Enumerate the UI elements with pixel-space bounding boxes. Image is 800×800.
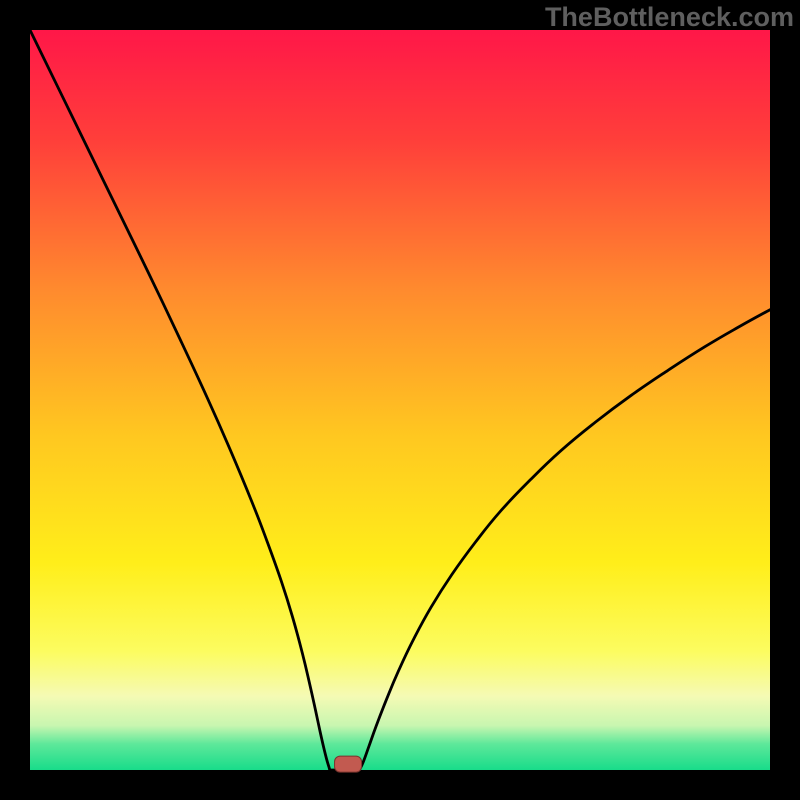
- plot-area: [30, 30, 770, 770]
- bottleneck-curve: [30, 30, 770, 770]
- chart-frame: TheBottleneck.com: [0, 0, 800, 800]
- optimal-point-marker: [334, 756, 362, 773]
- watermark-text: TheBottleneck.com: [545, 2, 794, 33]
